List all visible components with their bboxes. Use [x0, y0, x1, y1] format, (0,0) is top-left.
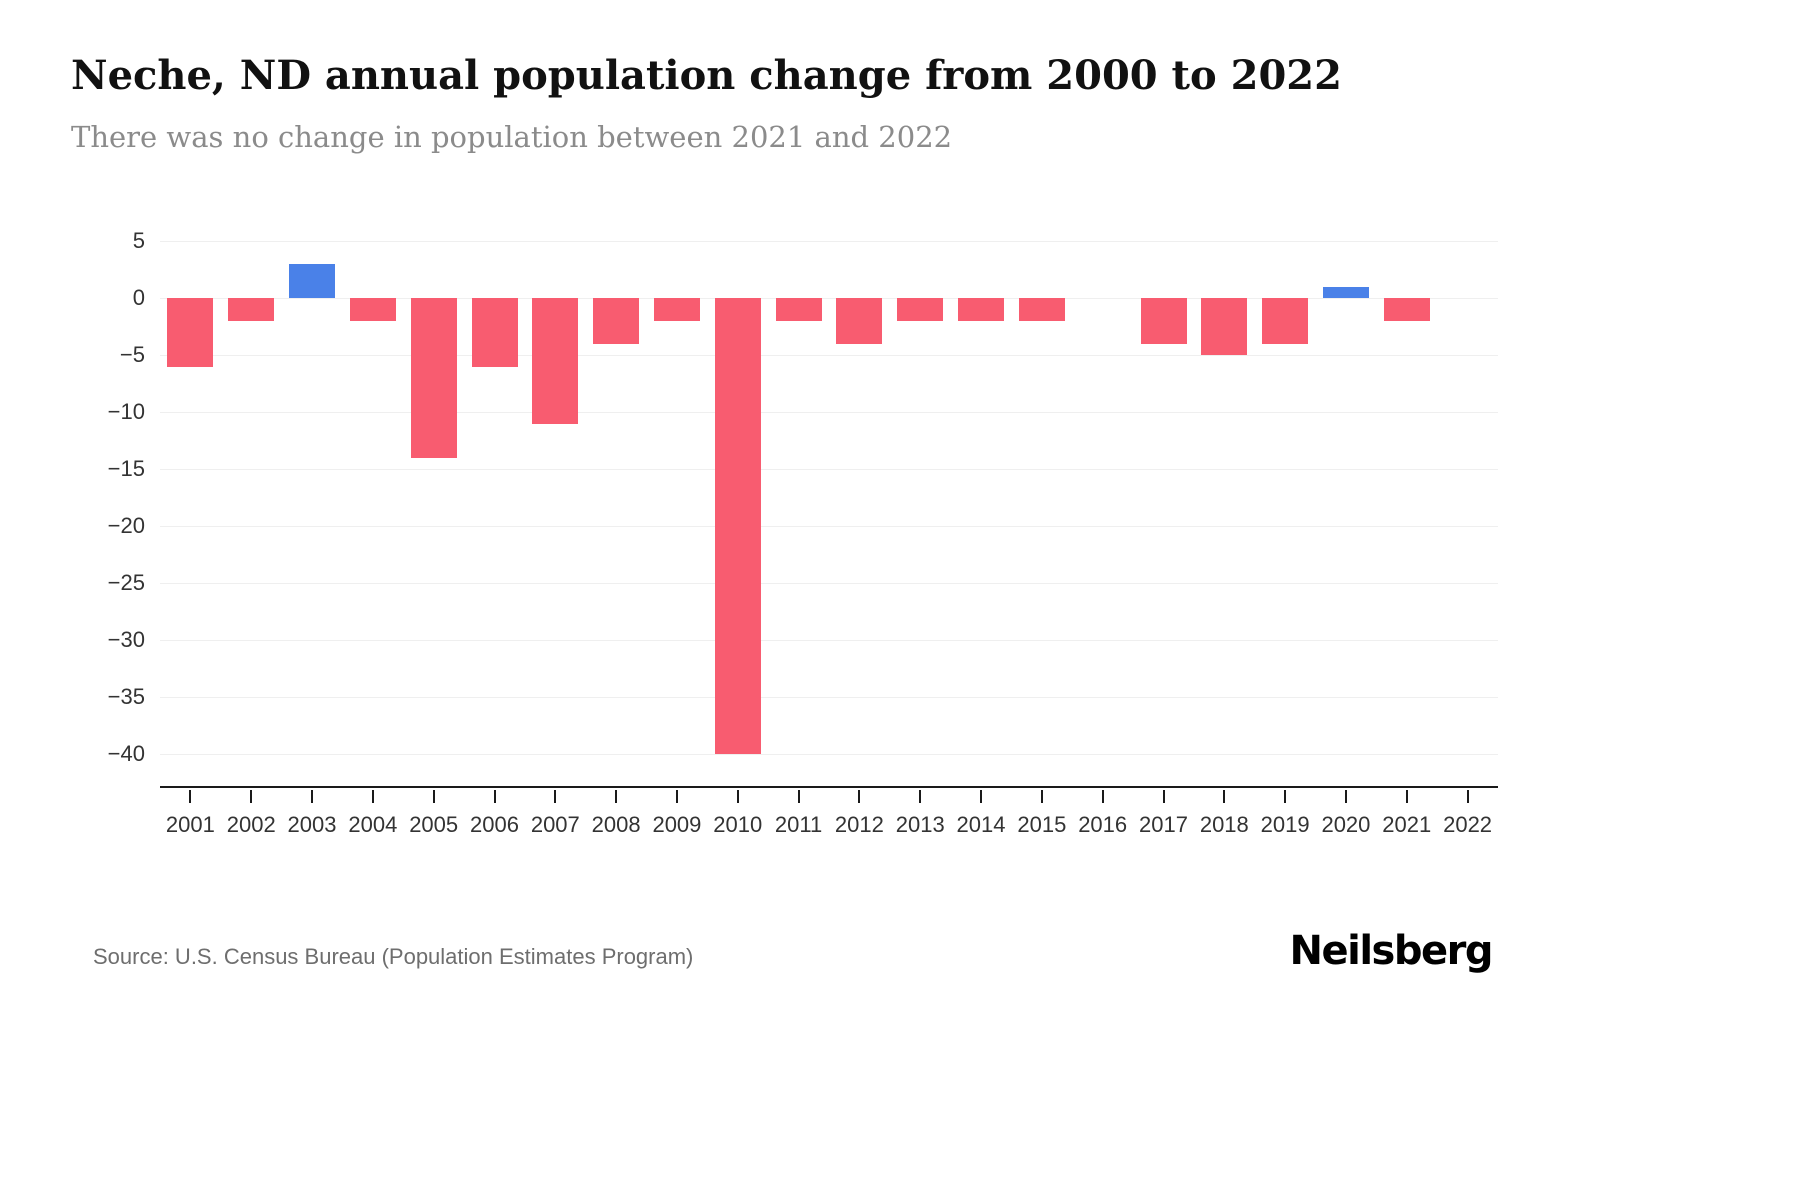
x-axis-tick — [311, 790, 314, 803]
x-axis-tick-label: 2002 — [226, 812, 276, 837]
x-axis-tick — [1466, 790, 1469, 803]
y-axis-tick-label: 5 — [132, 228, 145, 254]
y-axis-tick-label: 0 — [132, 285, 145, 311]
y-axis-tick-label: −15 — [107, 456, 145, 482]
gridline — [160, 469, 1498, 471]
gridline — [160, 412, 1498, 414]
x-axis-tick — [1284, 790, 1287, 803]
x-axis-labels: 2001 2002 2003 2004 2005 2006 2007 2008 2009 2010… — [160, 812, 1498, 842]
x-axis-tick-label: 2017 — [1139, 812, 1188, 837]
x-axis-tick — [858, 790, 861, 803]
bar-2017 — [1140, 298, 1187, 344]
x-axis-tick-label: 2004 — [348, 812, 398, 837]
bar-2005 — [410, 298, 457, 458]
x-axis-tick — [1405, 790, 1408, 803]
bar-2021 — [1383, 298, 1430, 322]
bar-2007 — [532, 298, 579, 424]
gridline — [160, 298, 1498, 300]
x-axis-tick — [1223, 790, 1226, 803]
x-axis-tick — [1101, 790, 1104, 803]
gridline — [160, 241, 1498, 243]
bar-2013 — [897, 298, 944, 322]
x-axis-tick — [675, 790, 678, 803]
gridline — [160, 583, 1498, 585]
x-axis-tick — [189, 790, 192, 803]
x-axis-tick-label: 2022 — [1443, 812, 1493, 837]
x-axis-tick-label: 2015 — [1017, 812, 1067, 837]
gridline — [160, 696, 1498, 698]
y-axis-tick-label: −5 — [119, 342, 145, 368]
x-axis-tick-label: 2005 — [409, 812, 459, 837]
bar-2014 — [958, 298, 1005, 322]
y-axis-tick-label: −40 — [107, 740, 145, 766]
bar-2009 — [653, 298, 700, 322]
x-axis-tick-label: 2021 — [1382, 812, 1432, 837]
x-axis-tick — [371, 790, 374, 803]
bar-chart: 5 0 −5 −10 −15 −20 −25 −30 −35 −40 2001 2002 2003 20… — [108, 228, 1498, 837]
y-axis-tick-label: −30 — [107, 626, 145, 652]
bar-2006 — [471, 298, 518, 367]
brand-logo: Neilsberg — [1289, 928, 1494, 974]
x-axis-tick-label: 2020 — [1321, 812, 1371, 837]
x-axis-tick-label: 2011 — [774, 812, 823, 837]
x-axis-tick — [797, 790, 800, 803]
x-axis-tick-label: 2009 — [652, 812, 702, 837]
x-axis-tick — [736, 790, 739, 803]
bar-2010 — [714, 298, 761, 754]
x-axis-tick — [1040, 790, 1043, 803]
gridline — [160, 355, 1498, 357]
gridline — [160, 753, 1498, 755]
page-title: Neche, ND annual population change from … — [71, 52, 1342, 99]
source-text: Source: U.S. Census Bureau (Population E… — [93, 944, 694, 969]
x-axis-tick — [615, 790, 618, 803]
x-axis-tick — [493, 790, 496, 803]
bar-2020 — [1322, 286, 1369, 299]
x-axis-tick-label: 2008 — [591, 812, 641, 837]
bar-2018 — [1201, 298, 1248, 356]
x-axis-tick-label: 2013 — [895, 812, 945, 837]
y-axis-tick-label: −35 — [107, 683, 145, 709]
x-axis-tick-label: 2018 — [1199, 812, 1249, 837]
x-axis-tick-label: 2003 — [287, 812, 337, 837]
gridline — [160, 526, 1498, 528]
y-axis-tick-label: −25 — [107, 570, 145, 596]
bar-2012 — [836, 298, 883, 344]
x-axis-tick-label: 2014 — [956, 812, 1006, 837]
bar-2003 — [289, 264, 336, 299]
x-axis-tick-label: 2001 — [165, 812, 215, 837]
x-axis-tick — [250, 790, 253, 803]
x-axis-tick-label: 2007 — [530, 812, 580, 837]
x-axis-tick — [432, 790, 435, 803]
page-subtitle: There was no change in population betwee… — [71, 120, 953, 154]
bar-2008 — [593, 298, 640, 344]
x-axis-ticks — [160, 790, 1498, 803]
y-axis: 5 0 −5 −10 −15 −20 −25 −30 −35 −40 — [70, 228, 145, 788]
bar-2019 — [1262, 298, 1309, 344]
x-axis-tick-label: 2016 — [1078, 812, 1128, 837]
bar-2015 — [1018, 298, 1065, 322]
x-axis-tick — [1162, 790, 1165, 803]
x-axis-tick — [1344, 790, 1347, 803]
x-axis-tick-label: 2019 — [1260, 812, 1310, 837]
x-axis-tick-label: 2012 — [834, 812, 884, 837]
x-axis-tick — [554, 790, 557, 803]
bar-2011 — [775, 298, 822, 322]
gridline — [160, 639, 1498, 641]
bar-2001 — [167, 298, 214, 367]
x-axis-tick-label: 2010 — [713, 812, 763, 837]
y-axis-tick-label: −10 — [107, 399, 145, 425]
y-axis-tick-label: −20 — [107, 513, 145, 539]
plot-area — [160, 230, 1498, 788]
x-axis-tick — [919, 790, 922, 803]
bar-2004 — [349, 298, 396, 322]
x-axis-tick-label: 2006 — [470, 812, 519, 837]
bar-2002 — [228, 298, 275, 322]
x-axis-tick — [980, 790, 983, 803]
